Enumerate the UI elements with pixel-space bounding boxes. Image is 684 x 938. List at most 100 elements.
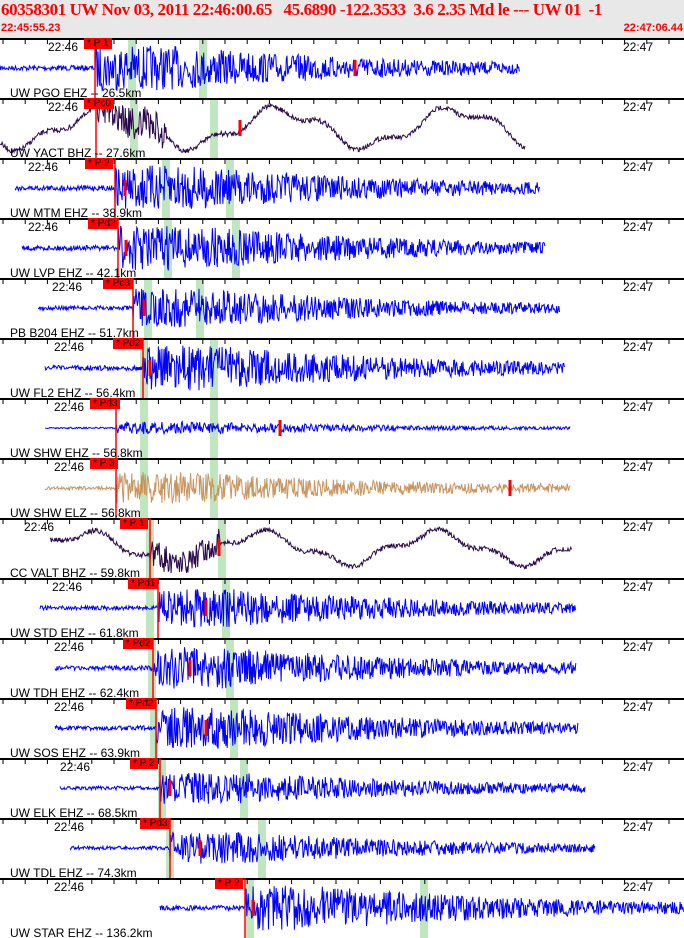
trace-row[interactable]: 22:46 22:47 * P 2 UW ELK EHZ -- 68.5km: [0, 758, 684, 818]
pick-label[interactable]: * P 1: [84, 38, 112, 49]
coda-marker: [251, 900, 255, 916]
trace-row[interactable]: 22:46 22:47 * Pd1 UW STD EHZ -- 61.8km: [0, 578, 684, 638]
coda-marker: [168, 780, 172, 796]
station-label: UW TDH EHZ -- 62.4km: [10, 686, 140, 698]
pick-label[interactable]: * P 1: [120, 518, 148, 529]
waveform: [14, 165, 541, 209]
window-band: [210, 98, 218, 158]
time-label: 22:46: [54, 340, 85, 354]
station-label: UW STAR EHZ -- 136.2km: [10, 926, 153, 938]
station-label: UW SOS EHZ -- 63.9km: [10, 746, 141, 758]
time-label: 22:46: [28, 220, 59, 234]
time-label: 22:47: [623, 700, 654, 714]
pick-label[interactable]: * P 2: [130, 758, 158, 769]
trace-row[interactable]: 22:46 22:47 * Pd2 UW FL2 EHZ -- 56.4km: [0, 338, 684, 398]
seismogram: [0, 98, 684, 158]
time-label: 22:46: [24, 520, 55, 534]
trace-row[interactable]: 22:46 22:47 * P 1 UW PGO EHZ -- 26.5km: [0, 38, 684, 98]
pick-label[interactable]: * Pd2: [123, 638, 154, 649]
time-label: 22:46: [54, 700, 85, 714]
station-label: CC VALT BHZ -- 59.8km: [10, 566, 141, 578]
time-label: 22:46: [48, 100, 79, 114]
seismogram: [0, 38, 684, 98]
waveform: [44, 345, 565, 391]
window-band: [144, 278, 152, 338]
time-label: 22:47: [623, 400, 654, 414]
pick-label[interactable]: * Pc3: [103, 278, 133, 289]
pick-label[interactable]: * P 2: [215, 878, 243, 889]
waveform: [0, 98, 526, 155]
station-label: UW MTM EHZ -- 38.9km: [10, 206, 142, 218]
time-label: 22:46: [48, 40, 79, 54]
pick-label[interactable]: * Pd1: [128, 578, 159, 589]
time-label: 22:46: [54, 820, 85, 834]
waveform: [21, 225, 546, 271]
window-band: [148, 638, 156, 698]
time-label: 22:46: [54, 460, 85, 474]
time-label: 22:47: [623, 880, 654, 894]
trace-row[interactable]: 22:46 22:47 * Pd3 UW SHW EHZ -- 56.8km: [0, 398, 684, 458]
window-band: [232, 218, 240, 278]
trace-row[interactable]: 22:46 22:47 * Pc3 PB B204 EHZ -- 51.7km: [0, 278, 684, 338]
station-label: PB B204 EHZ -- 51.7km: [10, 326, 139, 338]
waveform: [69, 831, 596, 864]
time-label: 22:46: [28, 160, 59, 174]
station-label: UW YACT BHZ -- 27.6km: [10, 146, 146, 158]
start-time: 22:45:55.23: [1, 22, 61, 34]
time-label: 22:47: [623, 100, 654, 114]
trace-row[interactable]: 22:46 22:47 * P 3 UW SHW ELZ -- 56.8km: [0, 458, 684, 518]
seismogram: [0, 758, 684, 818]
trace-row[interactable]: 22:46 22:47 * Pd2 UW LVP EHZ -- 42.1km: [0, 218, 684, 278]
coda-marker: [204, 720, 208, 736]
pick-label[interactable]: * Pd2: [113, 338, 144, 349]
pick-label[interactable]: * P 2: [85, 158, 113, 169]
coda-marker: [353, 60, 357, 76]
trace-row[interactable]: 22:46 22:47 * Pd2 UW TDH EHZ -- 62.4km: [0, 638, 684, 698]
time-label: 22:46: [54, 400, 85, 414]
trace-row[interactable]: 22:46 22:47 * Pd3 UW TDL EHZ -- 74.3km: [0, 818, 684, 878]
station-label: UW FL2 EHZ -- 56.4km: [10, 386, 136, 398]
waveform: [49, 526, 572, 574]
coda-marker: [204, 600, 208, 616]
header: 60358301 UW Nov 03, 2011 22:46:00.65 45.…: [0, 0, 684, 38]
window-band: [210, 338, 218, 398]
waveform: [159, 885, 684, 931]
trace-row[interactable]: 22:46 22:47 * Pd2 UW SOS EHZ -- 63.9km: [0, 698, 684, 758]
pick-label[interactable]: * Pd2: [88, 218, 119, 229]
coda-marker: [123, 180, 127, 196]
time-label: 22:47: [623, 460, 654, 474]
pick-label[interactable]: * Pc0: [84, 98, 114, 109]
time-label: 22:47: [623, 820, 654, 834]
pick-label[interactable]: * Pd2: [126, 698, 157, 709]
waveform: [0, 45, 520, 93]
time-label: 22:46: [60, 760, 91, 774]
coda-marker: [124, 240, 128, 256]
time-label: 22:47: [623, 280, 654, 294]
time-label: 22:47: [623, 40, 654, 54]
time-label: 22:46: [54, 880, 85, 894]
station-label: UW STD EHZ -- 61.8km: [10, 626, 139, 638]
trace-row[interactable]: 22:46 22:47 * Pc0 UW YACT BHZ -- 27.6km: [0, 98, 684, 158]
seismogram: [0, 818, 684, 878]
trace-row[interactable]: 22:46 22:47 * P 2 UW STAR EHZ -- 136.2km: [0, 878, 684, 938]
station-label: UW SHW ELZ -- 56.8km: [10, 506, 141, 518]
time-label: 22:47: [623, 160, 654, 174]
pick-label[interactable]: * Pd3: [90, 398, 121, 409]
time-label: 22:47: [623, 640, 654, 654]
trace-row[interactable]: 22:46 22:47 * P 2 UW MTM EHZ -- 38.9km: [0, 158, 684, 218]
window-band: [162, 158, 170, 218]
waveform: [37, 288, 560, 328]
time-label: 22:47: [623, 520, 654, 534]
coda-marker: [508, 480, 512, 496]
waveform: [59, 772, 586, 805]
window-band: [218, 518, 226, 578]
window-band: [146, 578, 154, 638]
time-label: 22:46: [54, 640, 85, 654]
station-label: UW TDL EHZ -- 74.3km: [10, 866, 137, 878]
end-time: 22:47:06.44: [623, 22, 683, 34]
pick-label[interactable]: * Pd3: [140, 818, 171, 829]
trace-row[interactable]: 22:46 22:47 * P 1 CC VALT BHZ -- 59.8km: [0, 518, 684, 578]
pick-label[interactable]: * P 3: [90, 458, 118, 469]
time-label: 22:47: [623, 580, 654, 594]
station-label: UW LVP EHZ -- 42.1km: [10, 266, 137, 278]
